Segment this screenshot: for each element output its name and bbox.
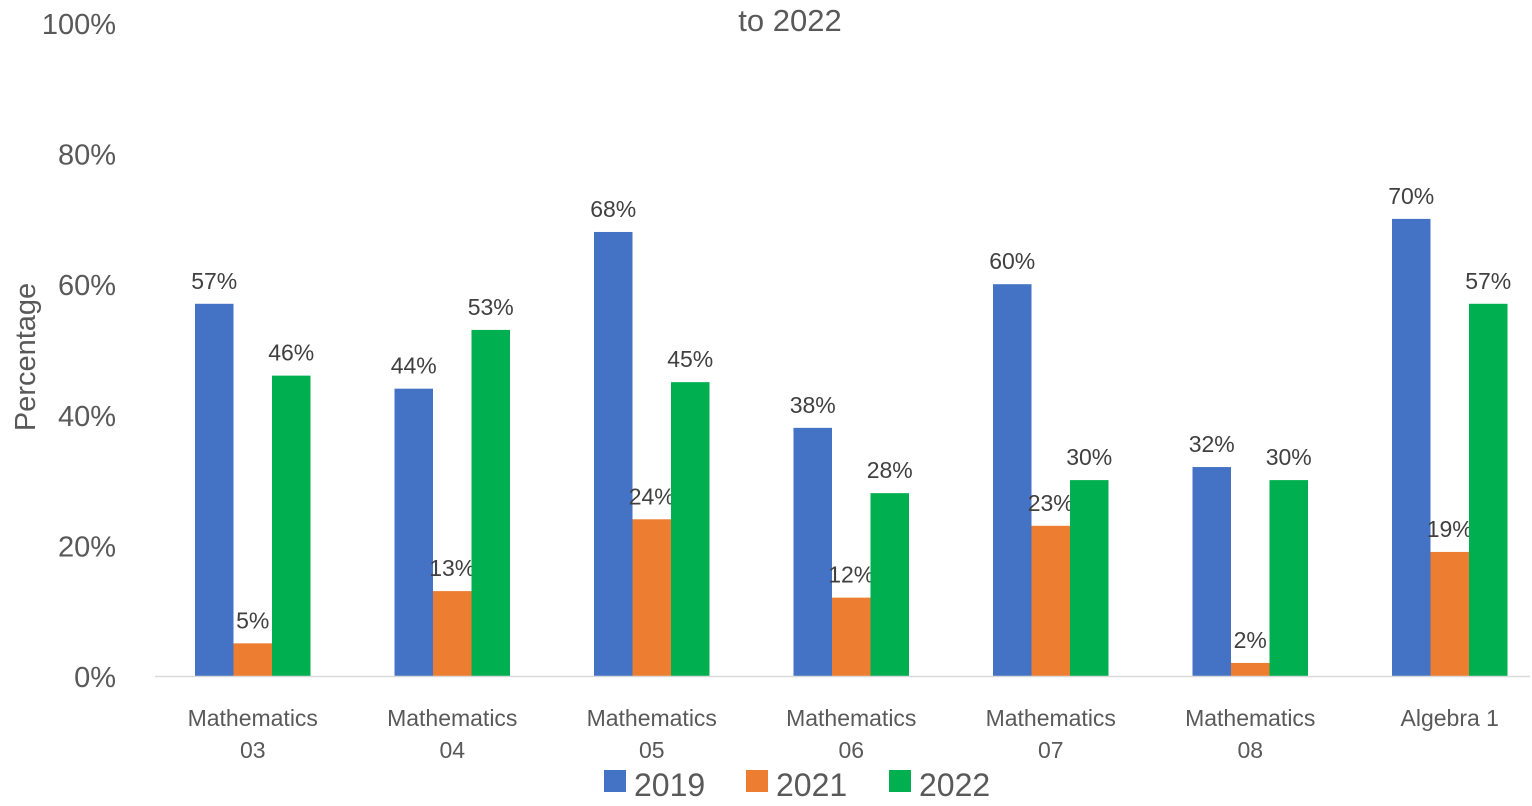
bar-2019-2 (594, 231, 633, 676)
x-tick-label: 05 (639, 737, 665, 763)
data-label: 5% (236, 607, 269, 633)
x-tick-label: Mathematics (387, 705, 517, 731)
bar-2021-4 (1031, 525, 1070, 676)
bar-2021-2 (632, 519, 671, 676)
y-tick-label: 0% (74, 662, 116, 694)
data-label: 44% (391, 353, 437, 379)
data-label: 57% (191, 268, 237, 294)
bar-2021-6 (1430, 551, 1469, 676)
data-label: 32% (1189, 431, 1235, 457)
y-axis: 0% 20% 40% 60% 80% 100% Percentage (10, 9, 116, 694)
bar-2019-6 (1392, 218, 1431, 676)
bar-2019-1 (394, 388, 433, 676)
bar-2022-4 (1070, 480, 1109, 676)
data-label: 68% (590, 196, 636, 222)
x-tick-label: 04 (439, 737, 465, 763)
data-label: 2% (1234, 627, 1267, 653)
data-label: 12% (828, 562, 874, 588)
x-tick-label: Mathematics (986, 705, 1116, 731)
bar-2021-5 (1231, 662, 1270, 676)
bar-2019-5 (1192, 467, 1231, 676)
x-tick-label: 08 (1237, 737, 1263, 763)
data-label: 60% (989, 248, 1035, 274)
legend-swatch-2022 (889, 770, 911, 792)
data-label: 38% (790, 392, 836, 418)
y-tick-label: 40% (58, 401, 116, 433)
bar-2021-1 (433, 591, 472, 676)
y-axis-title: Percentage (10, 283, 42, 431)
bar-2019-0 (195, 303, 234, 676)
bar-2019-3 (793, 427, 832, 676)
legend-swatch-2021 (746, 770, 768, 792)
chart-title-group: to 2022 (738, 3, 841, 38)
y-tick-label: 100% (42, 9, 116, 41)
bar-2019-4 (993, 284, 1032, 676)
x-tick-label: 07 (1038, 737, 1064, 763)
legend: 2019 2021 2022 (604, 767, 990, 803)
x-tick-label: Algebra 1 (1401, 705, 1499, 731)
y-tick-label: 80% (58, 140, 116, 172)
bar-2022-5 (1269, 480, 1308, 676)
data-label: 19% (1427, 516, 1473, 542)
y-tick-label: 60% (58, 270, 116, 302)
data-label: 24% (629, 483, 675, 509)
data-label: 57% (1465, 268, 1511, 294)
data-label: 53% (468, 294, 514, 320)
plot-area: 57% 5% 46% 44% 13% 53% 68% 24% 45% 38% 12% 28% 60% 23… (191, 183, 1511, 676)
bar-2021-3 (832, 597, 871, 676)
data-label: 13% (429, 555, 475, 581)
data-label: 28% (867, 457, 913, 483)
bar-2022-0 (272, 375, 311, 676)
bar-2022-3 (870, 493, 909, 676)
x-tick-label: 03 (240, 737, 266, 763)
data-label: 70% (1388, 183, 1434, 209)
x-axis: Mathematics 03 Mathematics 04 Mathematics 05 M… (155, 675, 1530, 763)
data-label: 30% (1266, 444, 1312, 470)
x-tick-label: Mathematics (587, 705, 717, 731)
legend-label: 2022 (919, 767, 990, 801)
legend-label: 2021 (776, 767, 847, 801)
data-label: 45% (667, 346, 713, 372)
legend-swatch-2019 (604, 770, 626, 792)
x-tick-label: Mathematics (188, 705, 318, 731)
chart-title: to 2022 (738, 3, 841, 38)
legend-label: 2019 (634, 767, 705, 801)
bar-2022-2 (671, 382, 710, 676)
y-tick-label: 20% (58, 531, 116, 563)
bar-2021-0 (233, 643, 272, 676)
data-label: 23% (1028, 490, 1074, 516)
data-label: 46% (268, 340, 314, 366)
data-label: 30% (1066, 444, 1112, 470)
x-tick-label: Mathematics (786, 705, 916, 731)
bar-2022-1 (471, 329, 510, 676)
x-tick-label: 06 (838, 737, 864, 763)
x-tick-label: Mathematics (1185, 705, 1315, 731)
bar-2022-6 (1469, 303, 1508, 676)
